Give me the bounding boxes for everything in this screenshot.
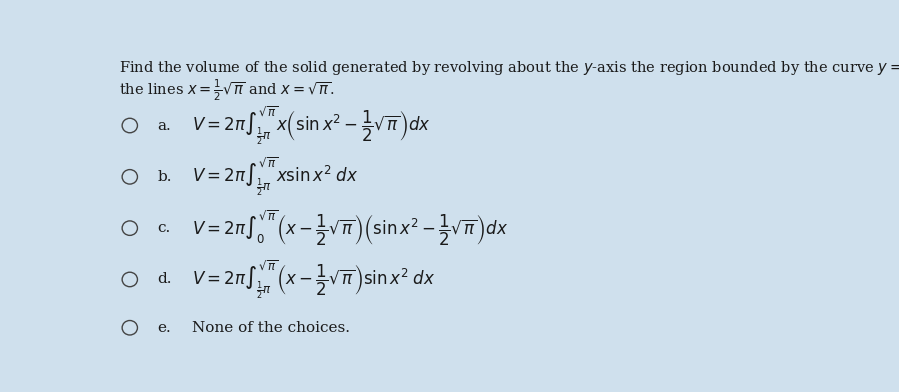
Text: the lines $x = \frac{1}{2}\sqrt{\pi}$ and $x = \sqrt{\pi}$.: the lines $x = \frac{1}{2}\sqrt{\pi}$ an… [120, 77, 334, 103]
Text: Find the volume of the solid generated by revolving about the $y$-axis the regio: Find the volume of the solid generated b… [120, 56, 899, 78]
Text: d.: d. [157, 272, 173, 287]
Text: a.: a. [157, 118, 172, 132]
Text: b.: b. [157, 170, 173, 184]
Text: e.: e. [157, 321, 172, 335]
Text: $V = 2\pi \int_{\frac{1}{2}\pi}^{\sqrt{\pi}} x\left(\sin x^2 - \dfrac{1}{2}\sqrt: $V = 2\pi \int_{\frac{1}{2}\pi}^{\sqrt{\… [192, 104, 432, 147]
Text: $V = 2\pi \int_{\frac{1}{2}\pi}^{\sqrt{\pi}} x \sin x^2\; dx$: $V = 2\pi \int_{\frac{1}{2}\pi}^{\sqrt{\… [192, 156, 359, 198]
Text: None of the choices.: None of the choices. [192, 321, 351, 335]
Text: c.: c. [157, 221, 171, 235]
Text: $V = 2\pi \int_{\frac{1}{2}\pi}^{\sqrt{\pi}} \left(x - \dfrac{1}{2}\sqrt{\pi}\ri: $V = 2\pi \int_{\frac{1}{2}\pi}^{\sqrt{\… [192, 258, 436, 301]
Text: $V = 2\pi \int_{0}^{\sqrt{\pi}} \left(x - \dfrac{1}{2}\sqrt{\pi}\right)\left(\si: $V = 2\pi \int_{0}^{\sqrt{\pi}} \left(x … [192, 209, 509, 248]
